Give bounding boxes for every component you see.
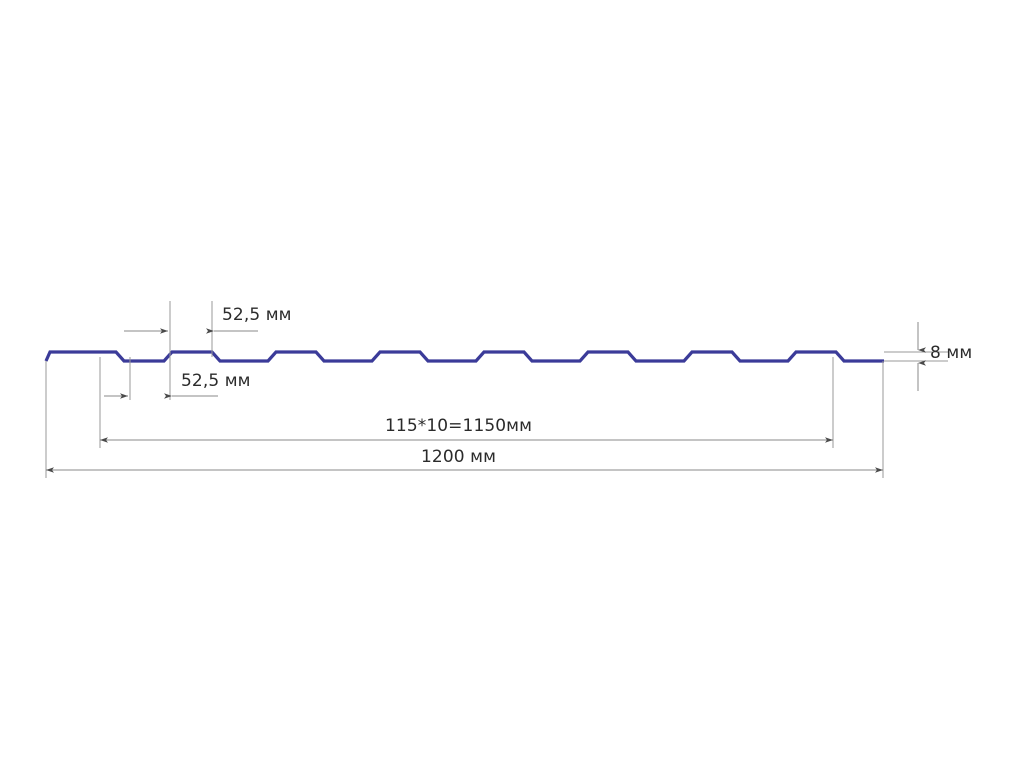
corrugated-profile-cross-section — [44, 350, 884, 363]
dimension-label-profile-height: 8 мм — [930, 343, 973, 363]
dimension-label-working-width: 115*10=1150мм — [385, 416, 533, 436]
dimension-label-total-width: 1200 мм — [421, 447, 497, 467]
dimension-label-rib-pitch-top: 52,5 мм — [222, 305, 292, 325]
dimension-label-rib-pitch-bottom: 52,5 мм — [181, 371, 251, 391]
extension-lines — [45, 301, 948, 478]
